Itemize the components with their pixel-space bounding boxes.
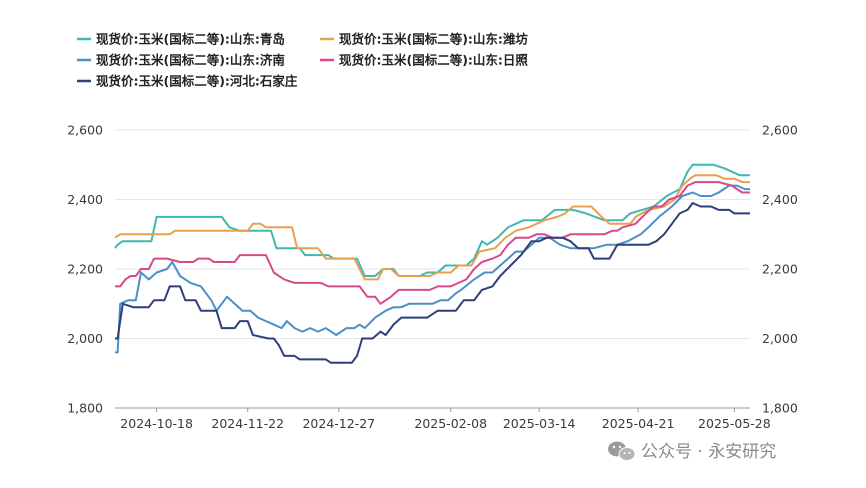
legend-item: 现货价:玉米(国标二等):山东:济南 [77, 53, 285, 68]
legend-label: 现货价:玉米(国标二等):山东:济南 [96, 53, 285, 68]
y-tick-label-left: 2,000 [67, 331, 103, 346]
series-line-5 [115, 202, 750, 364]
y-tick-label-right: 2,200 [762, 262, 798, 277]
y-tick-label-right: 2,400 [762, 192, 798, 207]
series-line-1 [114, 163, 750, 277]
legend-item: 现货价:玉米(国标二等):山东:潍坊 [320, 32, 528, 47]
x-tick-label: 2024-11-22 [211, 416, 284, 431]
x-tick-label: 2025-04-21 [602, 416, 675, 431]
legend-label: 现货价:玉米(国标二等):山东:青岛 [96, 32, 285, 47]
x-tick-label: 2025-03-14 [503, 416, 576, 431]
series-line-2 [114, 174, 750, 281]
y-tick-label-right: 1,800 [762, 401, 798, 416]
y-tick-label-left: 2,200 [67, 262, 103, 277]
gridlines [115, 129, 750, 409]
y-tick-label-right: 2,000 [762, 331, 798, 346]
y-tick-label-right: 2,600 [762, 123, 798, 138]
series-lines [114, 163, 750, 364]
y-axis-right: 1,800 2,000 2,200 2,400 2,600 [762, 123, 798, 416]
x-tick-label: 2025-02-08 [414, 416, 487, 431]
series-line-3 [115, 184, 750, 354]
watermark-text: 公众号 · 永安研究 [641, 442, 776, 462]
x-tick-label: 2024-10-18 [120, 416, 193, 431]
y-tick-label-left: 1,800 [67, 401, 103, 416]
wechat-icon [608, 441, 636, 461]
series-line-4 [115, 181, 750, 305]
y-tick-label-left: 2,400 [67, 192, 103, 207]
x-axis: 2024-10-18 2024-11-22 2024-12-27 2025-02-08… [120, 408, 771, 431]
y-axis-left: 1,800 2,000 2,200 2,400 2,600 [67, 123, 103, 416]
legend-item: 现货价:玉米(国标二等):河北:石家庄 [77, 74, 298, 89]
y-tick-label-left: 2,600 [67, 123, 103, 138]
x-tick-label: 2025-05-28 [698, 416, 771, 431]
legend-label: 现货价:玉米(国标二等):山东:日照 [339, 53, 528, 68]
legend-item: 现货价:玉米(国标二等):山东:日照 [320, 53, 528, 68]
legend-label: 现货价:玉米(国标二等):河北:石家庄 [96, 74, 298, 89]
legend: 现货价:玉米(国标二等):山东:青岛 现货价:玉米(国标二等):山东:潍坊现货价:… [77, 32, 528, 89]
legend-item: 现货价:玉米(国标二等):山东:青岛 [77, 32, 285, 47]
x-tick-label: 2024-12-27 [302, 416, 375, 431]
legend-label: 现货价:玉米(国标二等):山东:潍坊 [339, 32, 528, 47]
watermark: 公众号 · 永安研究 [608, 441, 776, 462]
